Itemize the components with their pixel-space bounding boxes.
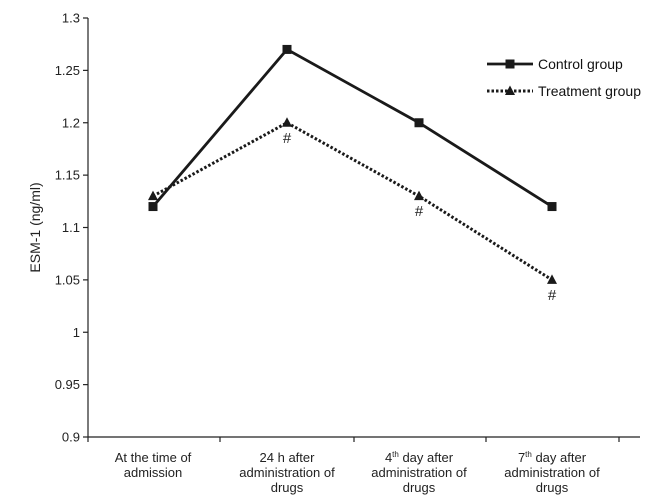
legend-marker (505, 59, 515, 69)
annotations: # # # (283, 130, 557, 304)
series-layer (148, 44, 557, 284)
data-point (547, 202, 557, 212)
x-category-label: At the time of admission (115, 450, 192, 480)
y-tick-label: 1.2 (62, 115, 80, 130)
series-control (148, 44, 557, 212)
significance-marker: # (283, 130, 292, 147)
legend-label: Treatment group (538, 83, 641, 99)
legend: Control group Treatment group (487, 56, 641, 99)
y-tick-label: 1.3 (62, 11, 80, 26)
data-point (282, 117, 292, 127)
y-tick-label: 0.95 (55, 377, 80, 392)
legend-marker (505, 85, 515, 95)
data-point (414, 118, 424, 128)
y-tick-label: 1.25 (55, 63, 80, 78)
axes (87, 18, 640, 438)
series-line (151, 47, 553, 208)
y-tick-label: 0.9 (62, 430, 80, 445)
data-point (547, 274, 557, 284)
legend-item: Treatment group (487, 83, 641, 99)
y-axis-title: ESM-1 (ng/ml) (27, 182, 43, 272)
data-point (148, 202, 158, 212)
x-category-label: 4th day after administration of drugs (371, 450, 467, 495)
legend-label: Control group (538, 56, 623, 72)
y-tick-label: 1.1 (62, 220, 80, 235)
legend-item: Control group (487, 56, 623, 72)
data-point (414, 190, 424, 201)
series-line (152, 121, 553, 282)
x-axis-ticks: At the time of admission 24 h after adminis… (87, 437, 620, 495)
significance-marker: # (415, 203, 424, 220)
x-category-label: 7th day after administration of drugs (504, 450, 600, 495)
y-tick-label: 1.15 (55, 168, 80, 183)
data-point (148, 190, 158, 201)
data-point (282, 44, 292, 54)
x-category-label: 24 h after administration of drugs (239, 450, 335, 495)
series-treatment (148, 117, 557, 284)
significance-marker: # (548, 287, 557, 304)
y-tick-label: 1 (73, 325, 80, 340)
y-axis-ticks: 0.9 0.95 1 1.05 1.1 1.15 1.2 1.25 1.3 (55, 11, 88, 445)
y-tick-label: 1.05 (55, 272, 80, 287)
